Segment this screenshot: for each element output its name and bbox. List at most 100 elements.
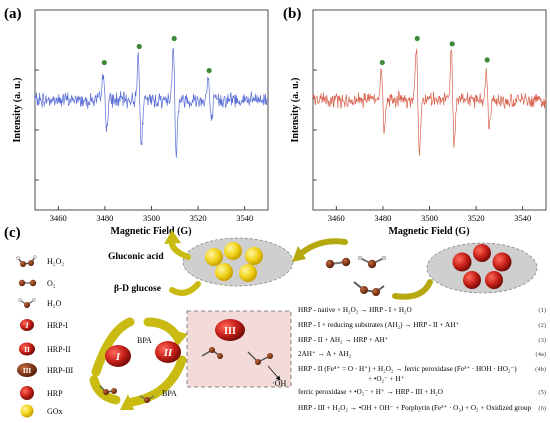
panel-label-c: (c)	[4, 225, 21, 241]
h2o2-molecule-icon	[353, 281, 385, 296]
gox-icon	[20, 404, 34, 418]
hrp-cycle: I II BPA BPA	[89, 317, 188, 410]
peak-markers	[379, 35, 490, 66]
epr-chart-b: Intensity (a. u.) Magnetic Field (G) 346…	[290, 9, 547, 237]
curved-arrow	[169, 281, 201, 296]
cycle-arrow	[91, 317, 135, 377]
x-tick-label: 3500	[421, 213, 438, 223]
equation-text: HRP - III + H₂O₂ → •OH + OH⁻ + Porphyrin…	[298, 404, 532, 412]
equation-number: (1)	[538, 307, 546, 314]
bpa-label-top: BPA	[137, 336, 152, 345]
equation-text: + •O₂⁻ + H⁺	[368, 375, 405, 383]
equation-text: HRP - II (Fe⁴⁺ = O · H⁺) + H₂O₂ → ferric…	[298, 365, 517, 373]
equation-number: (4b)	[535, 366, 546, 373]
hrp-i-icon: I	[105, 345, 131, 367]
hydroxyl-radical-icon	[247, 351, 273, 365]
equation-text: HRP - II + AH₂ → HRP + AH⁺	[298, 336, 389, 344]
glucose-label: β-D glucose	[114, 284, 161, 294]
panel-label-b: (b)	[283, 6, 301, 22]
o2-molecule-icon	[18, 279, 37, 287]
arrow-head	[164, 230, 181, 244]
equation-text: HRP - I + reducing substrates (AH₂) → HR…	[298, 321, 459, 329]
gluconic-acid-label: Gluconic acid	[108, 252, 164, 262]
x-tick-label: 3540	[514, 213, 531, 223]
panel-label-a: (a)	[4, 6, 22, 22]
spectrum-line	[312, 48, 547, 156]
arrow-head	[120, 394, 134, 410]
cycle-arrow	[127, 355, 187, 407]
legend-label-h2o: H₂O	[47, 299, 62, 308]
svg-text:III: III	[224, 326, 236, 337]
plot-frame	[34, 9, 269, 211]
equation-text: 2AH⁺ → A + AH₂	[298, 350, 352, 358]
gox-cluster	[182, 237, 294, 287]
hrp-icon	[20, 386, 34, 400]
x-ticks: 3460 3480 3500 3520 3540	[35, 69, 253, 223]
x-ticks: 3460 3480 3500 3520 3540	[313, 69, 531, 223]
h2o2-molecule-icon	[16, 255, 37, 267]
legend: H₂O₂ O₂ H₂O I HRP-I II HRP-II	[16, 255, 74, 418]
svg-text:II: II	[163, 347, 173, 359]
equation-number: (4a)	[536, 351, 546, 358]
peak-markers	[101, 35, 212, 74]
svg-text:II: II	[24, 345, 30, 354]
oh-label: ·OH	[272, 379, 286, 388]
svg-text:I: I	[115, 351, 121, 363]
spectrum-line	[34, 47, 268, 158]
legend-label-hrp-ii: HRP-II	[47, 345, 71, 354]
peak-marker	[136, 43, 142, 50]
reaction-scheme: Gluconic acid β-D glucose	[89, 230, 538, 410]
hrp-i-icon: I	[20, 319, 34, 331]
equation-number: (2)	[538, 322, 546, 329]
y-axis-title: Intensity (a. u.)	[12, 77, 23, 142]
oh-arrow	[267, 365, 281, 381]
hrp-cluster	[392, 242, 538, 300]
hrp-ii-icon: II	[19, 342, 35, 356]
hrp-iii-icon: III	[17, 363, 37, 377]
h2o-molecule-icon	[18, 298, 36, 308]
legend-label-h2o2: H₂O₂	[47, 257, 64, 266]
hrp-iii-box: III ·OH	[186, 310, 292, 388]
peak-marker	[414, 35, 420, 42]
y-axis-title: Intensity (a. u.)	[290, 77, 301, 142]
peak-marker	[206, 67, 212, 74]
peak-marker	[101, 59, 107, 66]
peak-marker	[449, 41, 455, 47]
bpa-label-bottom: BPA	[162, 389, 177, 398]
x-tick-label: 3520	[468, 213, 485, 223]
peak-marker	[484, 57, 490, 63]
legend-label-gox: GOx	[47, 407, 63, 416]
plot-frame	[312, 9, 547, 211]
x-tick-label: 3540	[236, 213, 253, 223]
curved-arrow	[392, 279, 433, 300]
x-tick-label: 3480	[374, 213, 391, 223]
x-tick-label: 3460	[50, 213, 67, 223]
peak-marker	[171, 35, 177, 42]
x-tick-label: 3480	[96, 213, 113, 223]
curved-arrow	[295, 238, 348, 259]
legend-label-o2: O₂	[47, 279, 56, 288]
equation-number: (6)	[538, 405, 546, 412]
h2o2-molecule-icon	[99, 385, 117, 395]
arrow-head	[292, 246, 306, 262]
o2-molecule-icon	[325, 257, 351, 269]
svg-text:I: I	[24, 321, 29, 330]
h2o-molecule-icon	[139, 395, 155, 403]
x-axis-title: Magnetic Field (G)	[388, 226, 469, 237]
hrp-iii-icon: III	[215, 319, 245, 341]
h2o2-molecule-icon	[357, 255, 387, 269]
equation-list: HRP - native + H₂O₂ → HRP - I + H₂O (1) HR…	[298, 306, 546, 412]
epr-chart-a: Intensity (a. u.) Magnetic Field (G) 346…	[12, 9, 269, 237]
svg-text:III: III	[23, 367, 31, 375]
legend-label-hrp-i: HRP-I	[47, 321, 68, 330]
equation-text: HRP - native + H₂O₂ → HRP - I + H₂O	[298, 306, 412, 314]
equation-number: (5)	[538, 389, 546, 396]
h2o2-molecule-icon	[201, 347, 223, 359]
legend-label-hrp-iii: HRP-III	[47, 366, 74, 375]
legend-label-hrp: HRP	[47, 389, 63, 398]
hrp-ii-icon: II	[155, 341, 181, 363]
x-axis-title: Magnetic Field (G)	[110, 226, 191, 237]
equation-number: (3)	[538, 337, 546, 344]
x-tick-label: 3460	[328, 213, 345, 223]
